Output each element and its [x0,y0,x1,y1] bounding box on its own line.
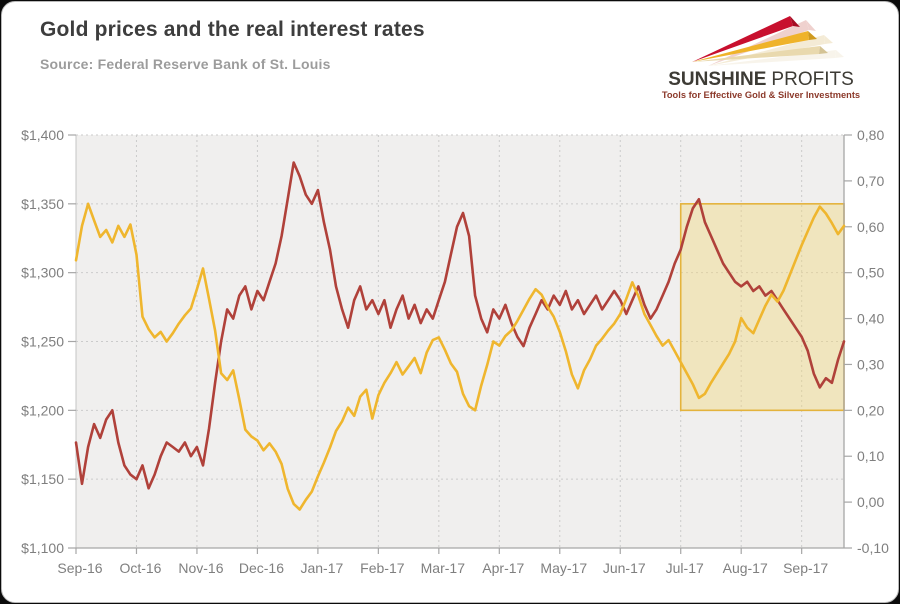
y-right-tick-label: 0,40 [857,311,884,327]
x-tick-label: Feb-17 [360,560,405,576]
y-right-tick-label: 0,70 [857,173,884,189]
x-tick-label: Jan-17 [300,560,343,576]
real-rate-line [74,161,846,490]
x-tick-label: Oct-16 [119,560,161,576]
x-tick-label: Aug-17 [723,560,768,576]
y-left-tick-label: $1,200 [21,402,64,418]
x-tick-label: Dec-16 [239,560,284,576]
x-tick-label: Mar-17 [421,560,466,576]
y-left-tick-label: $1,250 [21,334,64,350]
logo-wordmark: SUNSHINE PROFITS [668,69,854,90]
y-right-tick-label: 0,80 [857,127,884,143]
y-right-tick-label: 0,00 [857,494,884,510]
y-right-tick-label: -0,10 [857,540,889,556]
x-tick-label: Sep-16 [57,560,102,576]
y-left-tick-label: $1,350 [21,196,64,212]
x-tick-label: May-17 [540,560,587,576]
y-right-tick-label: 0,10 [857,448,884,464]
page-title: Gold prices and the real interest rates [40,18,425,41]
x-tick-label: Jul-17 [666,560,704,576]
logo-rays [692,16,828,62]
highlight-region [679,203,845,412]
logo-tagline: Tools for Effective Gold & Silver Invest… [662,90,860,100]
y-right-tick-label: 0,50 [857,265,884,281]
x-tick-label: Apr-17 [482,560,524,576]
source-label: Source: Federal Reserve Bank of St. Loui… [40,56,331,72]
y-right-tick-label: 0,20 [857,402,884,418]
sunshine-profits-logo: SUNSHINE PROFITS Tools for Effective Gold… [662,16,860,100]
x-tick-label: Jun-17 [603,560,646,576]
y-right-tick-label: 0,30 [857,356,884,372]
y-left-tick-label: $1,400 [21,127,64,143]
y-right-tick-label: 0,60 [857,219,884,235]
gold-price-line [74,202,846,511]
y-left-tick-label: $1,100 [21,540,64,556]
x-tick-label: Sep-17 [783,560,828,576]
y-left-tick-label: $1,300 [21,265,64,281]
y-left-tick-label: $1,150 [21,471,64,487]
x-tick-label: Nov-16 [178,560,223,576]
